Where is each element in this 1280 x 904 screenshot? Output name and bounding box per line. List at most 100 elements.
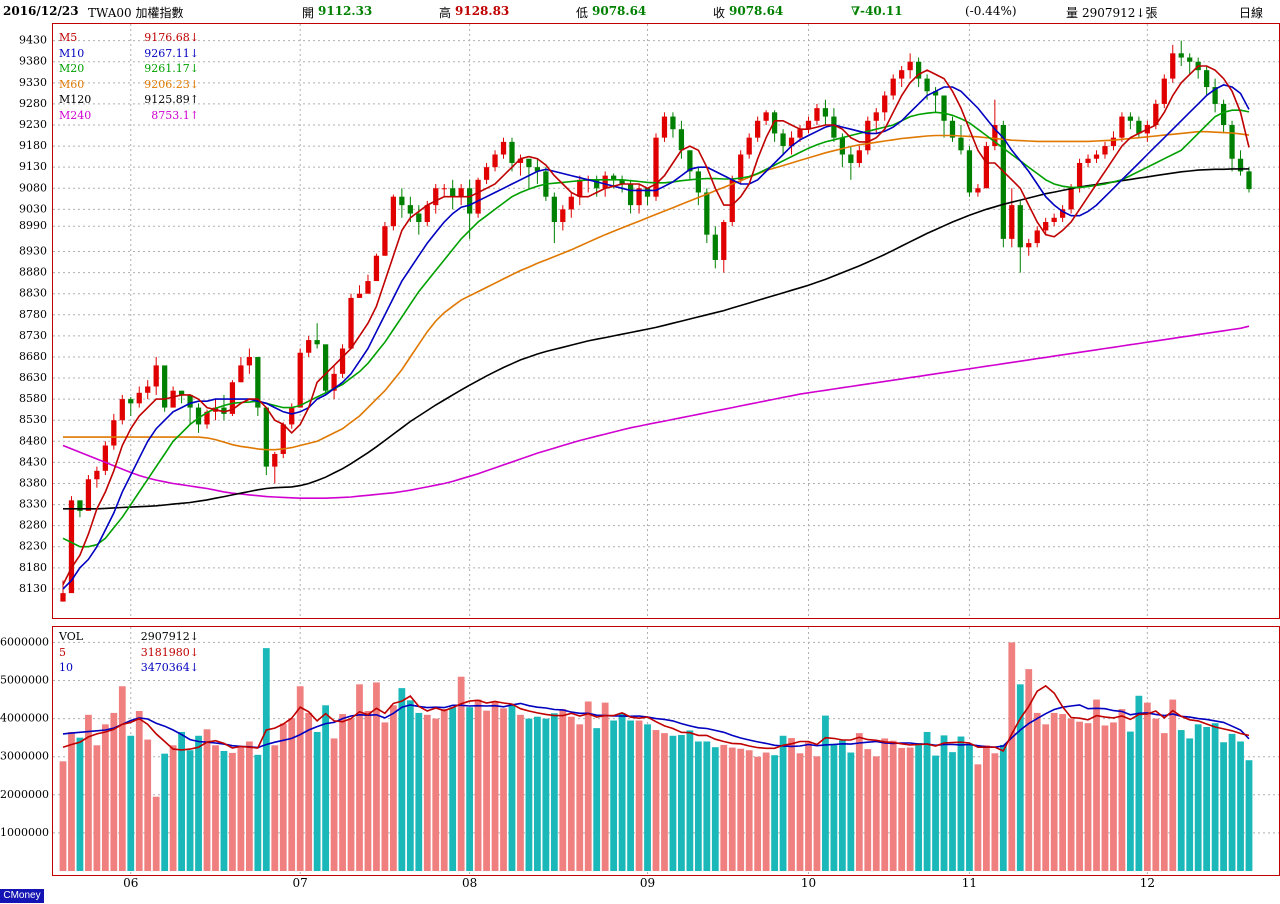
price-tick-label: 8880 [19, 266, 47, 279]
candle [848, 146, 854, 180]
price-tick-label: 8180 [19, 561, 47, 574]
candle-body [1187, 57, 1193, 62]
candle [77, 500, 83, 518]
candle [1051, 213, 1057, 227]
candle-body [687, 150, 693, 172]
candle-body [467, 188, 473, 214]
legend-row: VOL 2907912↓ [59, 629, 199, 645]
high-value: 9128.83 [455, 4, 510, 18]
candle [162, 365, 168, 412]
price-tick-label: 8990 [19, 219, 47, 232]
legend-value: 9261.17↓ [144, 62, 199, 75]
volume-bar [576, 724, 584, 871]
volume-bar [1177, 730, 1185, 871]
candle [263, 407, 269, 476]
candle-body [382, 226, 388, 256]
price-tick-label: 8480 [19, 434, 47, 447]
candle-body [678, 129, 685, 151]
volume-bar [999, 744, 1007, 871]
candle-body [492, 154, 498, 168]
candle-body [111, 420, 117, 446]
date-tick-label: 10 [801, 876, 816, 889]
candle-body [1000, 125, 1006, 239]
candle-body [1034, 230, 1040, 244]
price-tick-label: 8230 [19, 540, 47, 553]
date-tick-label: 07 [293, 876, 308, 889]
candle [975, 184, 981, 197]
volume-bar [152, 796, 160, 871]
volume-bar [440, 709, 448, 871]
quote-header: 2016/12/23 TWA00 加權指數 開 9112.33 高 9128.8… [0, 0, 1280, 22]
ma240-line [62, 325, 1250, 500]
volume-tick-label: 5000000 [0, 674, 49, 687]
candle [365, 274, 371, 294]
volume-bar [347, 718, 355, 871]
volume-bar [881, 738, 889, 871]
volume-bar [389, 705, 397, 871]
volume-bar [1025, 669, 1033, 871]
price-axis: 8130 8180 8230 8280 8330 8380 8430 8480 8530 8580… [19, 34, 47, 595]
candle-body [1051, 217, 1057, 222]
legend-row: 5 3181980↓ [59, 645, 199, 661]
volume-bar [1084, 723, 1092, 871]
candle-body [178, 390, 185, 395]
price-tick-label: 8380 [19, 476, 47, 489]
volume-bar [864, 749, 872, 871]
volume-tick-label: 3000000 [0, 750, 49, 763]
volume-bar [847, 752, 855, 871]
volume-bar [737, 748, 745, 871]
price-chart[interactable]: M5 9176.68↓ M10 9267.11↓ M20 9261.17↓ M60 9206.… [52, 23, 1280, 619]
legend-value: 9206.23↓ [144, 77, 199, 91]
legend-row: M10 9267.11↓ [59, 46, 199, 62]
candle-body [365, 281, 371, 294]
candle [1246, 167, 1252, 193]
candle-body [729, 179, 735, 222]
vol-ma5-line [62, 684, 1250, 753]
legend-row: 10 3470364↓ [59, 660, 199, 676]
candle-body [331, 373, 337, 391]
candle [1144, 120, 1150, 142]
candle-body [797, 129, 803, 138]
candle-body [94, 470, 100, 480]
candle-body [882, 95, 888, 113]
period-selector[interactable]: 日線 [1239, 6, 1264, 20]
price-tick-label: 8430 [19, 455, 47, 468]
volume-bar [559, 709, 567, 871]
volume-chart[interactable]: VOL 2907912↓ 5 3181980↓ 10 3470364↓ [52, 626, 1280, 876]
volume-bar [1203, 727, 1211, 871]
candle [272, 451, 278, 484]
candle-body [695, 171, 701, 193]
candle-body [136, 392, 142, 404]
volume-tick-label: 2000000 [0, 788, 49, 801]
volume-bar [898, 747, 906, 871]
volume-bar [1143, 702, 1151, 871]
volume-bar [432, 718, 440, 871]
candle [433, 184, 439, 214]
date-tick-label: 12 [1140, 876, 1155, 889]
volume-tick-label: 6000000 [0, 635, 49, 648]
legend-name: M20 [59, 62, 85, 75]
candle-body [60, 593, 66, 602]
candle-body [509, 141, 515, 163]
candle [153, 356, 159, 395]
legend-row: M120 9125.89↑ [59, 92, 199, 108]
volume-bar [567, 716, 575, 871]
candle [670, 112, 676, 138]
candle [399, 188, 405, 218]
candle [1060, 205, 1066, 222]
candle-body [68, 500, 75, 594]
volume-tick-label: 4000000 [0, 712, 49, 725]
candle [390, 194, 397, 231]
candle-body [627, 184, 634, 206]
candle [339, 344, 346, 379]
price-tick-label: 8330 [19, 498, 47, 511]
candle-body [975, 188, 981, 193]
candle-body [348, 297, 354, 349]
volume-bar [178, 731, 185, 871]
candle-body [424, 205, 430, 222]
volume-bar [186, 750, 194, 871]
ma60-line [63, 130, 1250, 451]
candle-body [433, 188, 439, 206]
volume-bar [423, 714, 431, 871]
volume-bar [949, 752, 956, 871]
